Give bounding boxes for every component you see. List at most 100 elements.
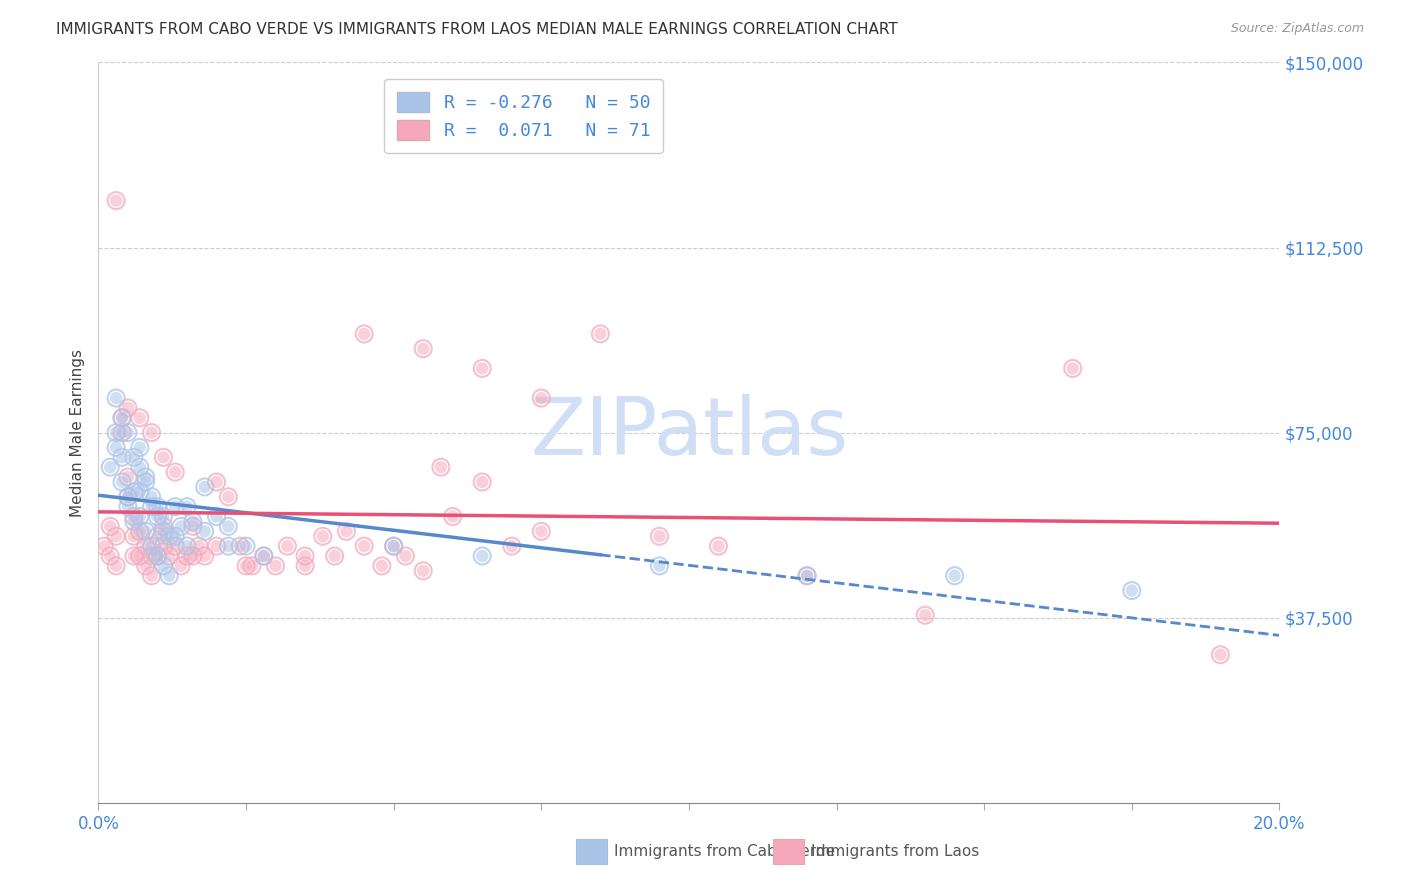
Point xyxy=(294,549,316,563)
Point xyxy=(135,470,157,484)
Point xyxy=(194,480,217,494)
Point xyxy=(796,568,818,582)
Point xyxy=(943,568,966,582)
Point xyxy=(152,509,174,524)
Point xyxy=(530,524,553,539)
Point xyxy=(235,558,257,573)
Legend: R = -0.276   N = 50, R =  0.071   N = 71: R = -0.276 N = 50, R = 0.071 N = 71 xyxy=(384,78,664,153)
Point xyxy=(1209,648,1232,662)
Point xyxy=(217,490,239,504)
Point xyxy=(111,475,134,489)
Point xyxy=(217,490,239,504)
Point xyxy=(471,361,494,376)
Point xyxy=(128,524,150,539)
Point xyxy=(707,539,730,553)
Point xyxy=(105,391,128,405)
Point xyxy=(229,539,252,553)
Point xyxy=(471,475,494,489)
Point xyxy=(165,539,187,553)
Point xyxy=(105,425,128,440)
Point xyxy=(141,539,163,553)
Text: Source: ZipAtlas.com: Source: ZipAtlas.com xyxy=(1230,22,1364,36)
Point xyxy=(194,549,217,563)
Point xyxy=(181,515,204,529)
Point xyxy=(128,460,150,475)
Point xyxy=(122,549,145,563)
Point xyxy=(430,460,453,475)
Point xyxy=(135,539,157,553)
Text: Immigrants from Laos: Immigrants from Laos xyxy=(811,845,980,859)
Point xyxy=(323,549,346,563)
Point xyxy=(205,475,228,489)
Point xyxy=(135,524,157,539)
Point xyxy=(157,529,180,543)
Point xyxy=(530,391,553,405)
Point xyxy=(146,529,169,543)
Point xyxy=(170,558,193,573)
Point xyxy=(117,490,139,504)
Point xyxy=(105,391,128,405)
Point xyxy=(441,509,464,524)
Point xyxy=(122,549,145,563)
Point xyxy=(235,539,257,553)
Point xyxy=(394,549,416,563)
Text: Immigrants from Cabo Verde: Immigrants from Cabo Verde xyxy=(614,845,835,859)
Point xyxy=(135,475,157,489)
Point xyxy=(146,529,169,543)
Point xyxy=(117,500,139,514)
Point xyxy=(135,470,157,484)
Point xyxy=(117,490,139,504)
Point xyxy=(152,558,174,573)
Point xyxy=(176,539,198,553)
Point xyxy=(111,425,134,440)
Point xyxy=(141,500,163,514)
Point xyxy=(146,500,169,514)
Point xyxy=(146,549,169,563)
Point xyxy=(353,539,375,553)
Point xyxy=(264,558,287,573)
Point xyxy=(1062,361,1084,376)
Point xyxy=(648,558,671,573)
Point xyxy=(157,549,180,563)
Point xyxy=(98,460,121,475)
Point xyxy=(240,558,263,573)
Point xyxy=(205,539,228,553)
Point xyxy=(323,549,346,563)
Point xyxy=(264,558,287,573)
Point xyxy=(141,425,163,440)
Point xyxy=(181,519,204,533)
Point xyxy=(111,425,134,440)
Point xyxy=(128,460,150,475)
Point xyxy=(1062,361,1084,376)
Point xyxy=(312,529,335,543)
Point xyxy=(117,425,139,440)
Point xyxy=(165,465,187,479)
Point xyxy=(1209,648,1232,662)
Point xyxy=(135,524,157,539)
Point xyxy=(141,549,163,563)
Point xyxy=(152,539,174,553)
Point xyxy=(135,558,157,573)
Point xyxy=(111,410,134,425)
Point xyxy=(253,549,276,563)
Point xyxy=(648,558,671,573)
Point xyxy=(128,484,150,499)
Point xyxy=(117,401,139,415)
Point xyxy=(229,539,252,553)
Point xyxy=(1121,583,1143,598)
Point xyxy=(105,441,128,455)
Point xyxy=(276,539,298,553)
Point xyxy=(335,524,357,539)
Point xyxy=(157,549,180,563)
Point xyxy=(122,529,145,543)
Point xyxy=(194,524,217,539)
Point xyxy=(122,529,145,543)
Point xyxy=(165,529,187,543)
Point xyxy=(146,549,169,563)
Point xyxy=(117,401,139,415)
Point xyxy=(176,549,198,563)
Point xyxy=(165,500,187,514)
Point xyxy=(394,549,416,563)
Point xyxy=(122,509,145,524)
Point xyxy=(217,539,239,553)
